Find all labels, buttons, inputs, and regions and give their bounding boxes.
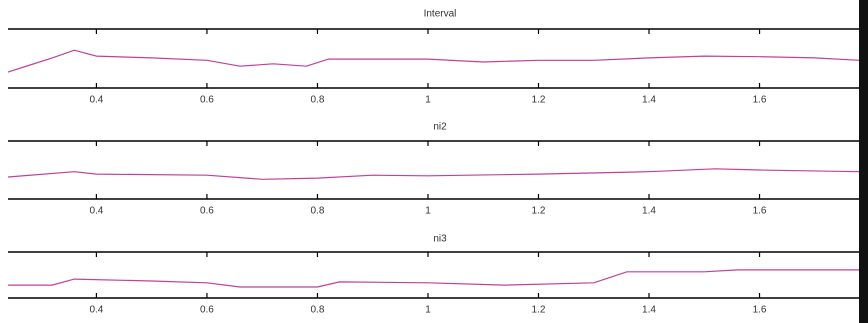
x-tick-label: 0.4 bbox=[89, 95, 103, 106]
panel-title: ni3 bbox=[433, 234, 447, 245]
data-line bbox=[8, 270, 859, 287]
edge-bar bbox=[859, 0, 868, 323]
x-tick-label: 0.6 bbox=[200, 206, 214, 217]
x-tick-label: 1.4 bbox=[642, 305, 656, 316]
panel-title: Interval bbox=[424, 9, 457, 20]
x-tick-label: 1.4 bbox=[642, 95, 656, 106]
x-tick-label: 1.2 bbox=[532, 305, 546, 316]
x-tick-label: 0.6 bbox=[200, 95, 214, 106]
data-line bbox=[8, 50, 859, 72]
x-tick-label: 1 bbox=[425, 95, 431, 106]
x-tick-label: 0.6 bbox=[200, 305, 214, 316]
x-tick-label: 1.6 bbox=[753, 95, 767, 106]
x-tick-label: 0.8 bbox=[311, 305, 325, 316]
x-tick-label: 1.4 bbox=[642, 206, 656, 217]
x-tick-label: 0.4 bbox=[89, 305, 103, 316]
x-tick-label: 1 bbox=[425, 305, 431, 316]
x-tick-label: 1.6 bbox=[753, 305, 767, 316]
x-tick-label: 0.4 bbox=[89, 206, 103, 217]
x-tick-label: 1.2 bbox=[532, 95, 546, 106]
x-tick-label: 1 bbox=[425, 206, 431, 217]
chart: Interval 0.4 0.6 0.8 1 1.2 1.4 1.6 ni2 0.4 0.6 0.8 1… bbox=[0, 0, 868, 323]
x-tick-label: 1.6 bbox=[753, 206, 767, 217]
x-tick-label: 0.8 bbox=[311, 95, 325, 106]
x-tick-label: 1.2 bbox=[532, 206, 546, 217]
panel-title: ni2 bbox=[433, 122, 447, 133]
data-line bbox=[8, 169, 859, 180]
x-tick-label: 0.8 bbox=[311, 206, 325, 217]
